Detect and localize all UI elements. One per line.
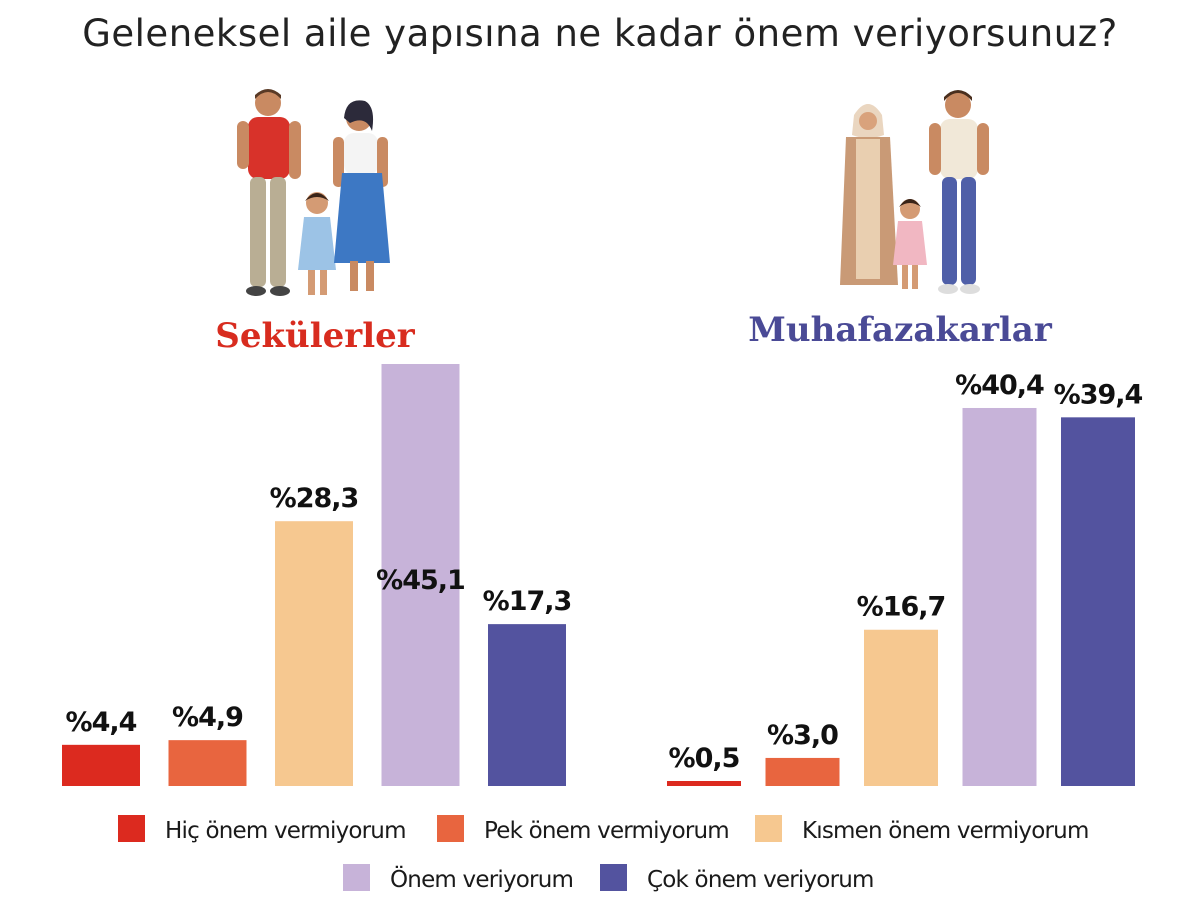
data-label-seculars-1: %4,9 — [172, 702, 243, 733]
bar-conservatives-0 — [667, 781, 741, 786]
group-title-seculars: Sekülerler — [215, 316, 415, 356]
secular-family-illustration — [237, 89, 390, 296]
data-label-seculars-2: %28,3 — [270, 483, 359, 514]
chart-title: Geleneksel aile yapısına ne kadar önem v… — [82, 12, 1118, 55]
legend-swatch-1 — [437, 815, 464, 842]
data-label-conservatives-2: %16,7 — [857, 592, 946, 623]
legend-swatch-3 — [343, 864, 370, 891]
bar-conservatives-1 — [765, 757, 840, 786]
conservative-family-illustration — [840, 90, 989, 294]
bar-conservatives-4 — [1061, 417, 1135, 786]
legend-swatch-2 — [755, 815, 782, 842]
data-label-conservatives-1: %3,0 — [767, 720, 838, 751]
legend-label-1: Pek önem vermiyorum — [484, 818, 729, 844]
legend-label-4: Çok önem veriyorum — [647, 867, 874, 893]
legend-label-3: Önem veriyorum — [390, 865, 573, 893]
legend-label-2: Kısmen önem vermiyorum — [802, 818, 1089, 844]
bar-conservatives-3 — [962, 407, 1037, 786]
bar-seculars-2 — [275, 521, 353, 786]
bar-conservatives-2 — [864, 629, 938, 786]
bar-seculars-4 — [488, 624, 566, 786]
bar-seculars-1 — [168, 740, 247, 786]
bar-seculars-3 — [381, 364, 460, 786]
bar-seculars-0 — [62, 744, 140, 786]
data-label-conservatives-0: %0,5 — [669, 743, 740, 774]
group-title-conservatives: Muhafazakarlar — [748, 310, 1052, 350]
data-label-seculars-0: %4,4 — [66, 707, 137, 738]
data-label-conservatives-3: %40,4 — [955, 370, 1044, 401]
data-label-conservatives-4: %39,4 — [1054, 379, 1143, 410]
legend-label-0: Hiç önem vermiyorum — [165, 818, 406, 844]
data-label-seculars-4: %17,3 — [483, 586, 572, 617]
data-label-seculars-3: %45,1 — [376, 565, 465, 596]
legend-swatch-0 — [118, 815, 145, 842]
legend-swatch-4 — [600, 864, 627, 891]
